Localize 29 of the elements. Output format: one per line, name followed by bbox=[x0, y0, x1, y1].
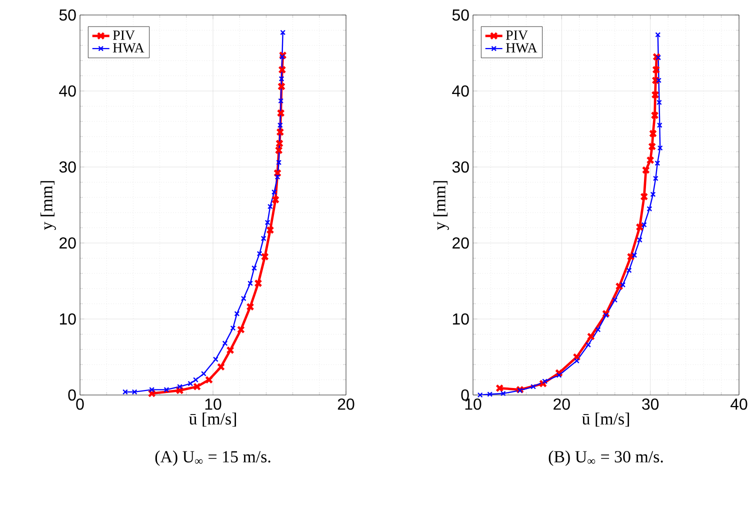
x-axis-title: ū [m/s] bbox=[188, 412, 236, 427]
y-tick-label: 40 bbox=[452, 85, 469, 97]
y-tick-label: 10 bbox=[60, 313, 76, 325]
y-tick-label: 20 bbox=[452, 237, 469, 249]
y-tick-label: 10 bbox=[452, 313, 469, 325]
y-axis-title: y [mm] bbox=[40, 181, 56, 230]
y-tick-label: 0 bbox=[68, 389, 76, 401]
x-tick-label: 40 bbox=[730, 398, 748, 410]
x-tick-label: 20 bbox=[554, 398, 570, 410]
y-tick-label: 0 bbox=[461, 389, 469, 401]
y-tick-label: 30 bbox=[59, 161, 76, 173]
legend-label: PIV bbox=[506, 30, 528, 40]
x-tick-label: 10 bbox=[465, 398, 482, 410]
y-tick-label: 20 bbox=[60, 237, 76, 249]
x-tick-label: 20 bbox=[338, 398, 354, 410]
x-tick-label: 0 bbox=[76, 398, 84, 410]
x-tick-label: 10 bbox=[205, 398, 222, 410]
legend-label: HWA bbox=[112, 43, 144, 53]
x-tick-label: 30 bbox=[642, 398, 659, 410]
x-axis-title: ū [m/s] bbox=[582, 412, 629, 427]
y-tick-label: 30 bbox=[452, 161, 469, 173]
y-tick-label: 40 bbox=[59, 85, 76, 97]
legend-label: PIV bbox=[112, 30, 135, 40]
text: (A) U$_{∞}$ = 15 m/s. bbox=[155, 450, 270, 466]
y-tick-label: 50 bbox=[59, 9, 76, 21]
legend-label: HWA bbox=[506, 43, 538, 53]
text: (B) U$_{∞}$ = 30 m/s. bbox=[548, 450, 663, 466]
y-tick-label: 50 bbox=[452, 9, 469, 21]
y-axis-title: y [mm] bbox=[433, 181, 449, 230]
